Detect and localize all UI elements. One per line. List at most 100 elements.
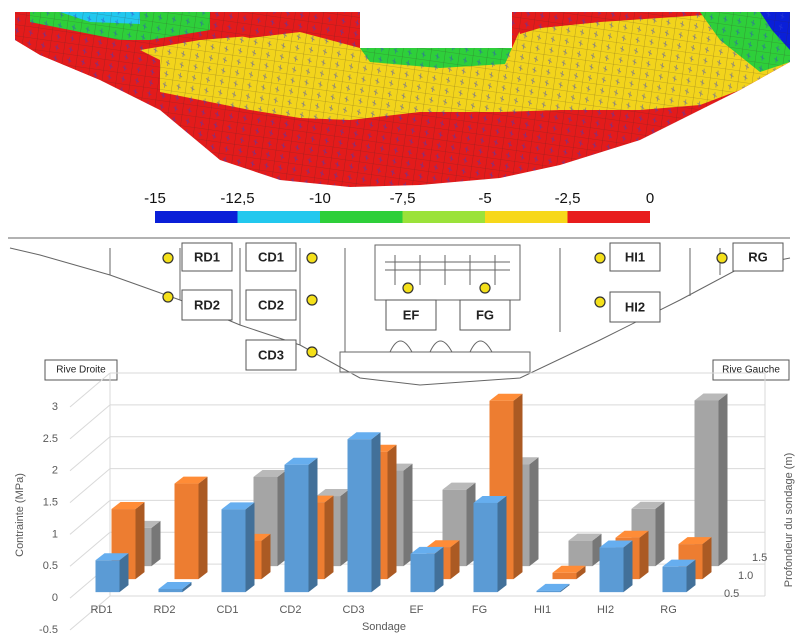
borehole-point [595, 253, 605, 263]
bar [348, 439, 372, 592]
bar-side [435, 547, 444, 592]
bar-side [498, 496, 507, 592]
colorbar-segment [568, 211, 651, 223]
grid-line [70, 437, 110, 471]
colorbar-tick-label: 0 [646, 190, 654, 207]
y-tick-label: 0 [52, 592, 58, 604]
y-tick-label: 1.5 [43, 496, 58, 508]
bar-side [514, 394, 523, 579]
bar-side [152, 521, 161, 566]
bar-side [719, 393, 728, 566]
z-axis-title: Profondeur du sondage (m) [783, 453, 795, 588]
colorbar-segment [403, 211, 486, 223]
bar [222, 509, 246, 592]
bar-side [624, 541, 633, 593]
colorbar-tick-label: -12,5 [220, 190, 254, 207]
borehole-point [307, 253, 317, 263]
bar [663, 567, 687, 592]
page: -15 -12,5 -10 -7,5 -5 -2,5 0 RD1 CD1 RG RD2 CD2 CD3… [0, 0, 796, 644]
x-tick-label: CD2 [279, 604, 301, 616]
borehole-label: HI2 [625, 299, 645, 314]
bar [285, 465, 309, 592]
bar-side [656, 502, 665, 566]
colorbar-tick-label: -10 [309, 190, 331, 207]
depth-label: 1.0 [738, 570, 753, 582]
x-tick-label: RD2 [153, 604, 175, 616]
colorbar-segment [155, 211, 238, 223]
bar [553, 573, 577, 579]
borehole-label: CD2 [258, 297, 284, 312]
bar-side [388, 445, 397, 579]
borehole-point [717, 253, 727, 263]
borehole-label: CD1 [258, 249, 284, 264]
colorbar-segment [320, 211, 403, 223]
bar-side [372, 432, 381, 592]
bar-side [199, 477, 208, 580]
bar-side [703, 537, 712, 579]
bar-side [325, 496, 334, 579]
bar [175, 484, 199, 580]
bar-top [537, 584, 570, 591]
borehole-point [163, 253, 173, 263]
bar [96, 560, 120, 592]
x-axis-title: Sondage [362, 621, 406, 633]
x-tick-label: RG [660, 604, 677, 616]
bar [474, 503, 498, 592]
borehole-point [163, 292, 173, 302]
x-tick-label: EF [409, 604, 423, 616]
grid-line [70, 405, 110, 439]
borehole-point [307, 347, 317, 357]
bar-side [136, 502, 145, 579]
colorbar: -15 -12,5 -10 -7,5 -5 -2,5 0 [144, 190, 654, 223]
x-tick-label: HI2 [597, 604, 614, 616]
bar-side [404, 464, 413, 567]
grid-line [70, 500, 110, 534]
x-tick-label: FG [472, 604, 487, 616]
colorbar-segment [485, 211, 568, 223]
grid-line [70, 469, 110, 503]
borehole-label: HI1 [625, 249, 645, 264]
x-tick-label: CD1 [216, 604, 238, 616]
colorbar-tick-label: -2,5 [555, 190, 581, 207]
bar-side [530, 457, 539, 566]
bar [569, 541, 593, 566]
bar [537, 591, 561, 592]
colorbar-tick-label: -7,5 [390, 190, 416, 207]
borehole-label: RD1 [194, 249, 220, 264]
bar-chart-3d: -0.5 0 0.5 1 1.5 2 2.5 3 RD1 RD2 CD1 CD2 CD3 EF FG HI1 H… [39, 373, 767, 636]
borehole-point [480, 283, 490, 293]
borehole-label: EF [403, 307, 420, 322]
x-tick-label: RD1 [90, 604, 112, 616]
bar [600, 548, 624, 593]
y-axis-title: Contrainte (MPa) [14, 473, 26, 557]
y-tick-label: 2 [52, 465, 58, 477]
borehole-point [595, 297, 605, 307]
bar [159, 589, 183, 592]
borehole-label: CD3 [258, 347, 284, 362]
y-tick-label: 1 [52, 528, 58, 540]
borehole-label: RD2 [194, 297, 220, 312]
bar-side [640, 531, 649, 579]
bar-side [246, 502, 255, 592]
borehole-point [307, 295, 317, 305]
y-tick-label: -0.5 [39, 624, 58, 636]
bank-label: Rive Gauche [722, 365, 780, 376]
y-tick-label: 2.5 [43, 433, 58, 445]
bar-side [262, 534, 271, 579]
depth-label: 0.5 [724, 588, 739, 600]
colorbar-segment [238, 211, 321, 223]
depth-label: 1.5 [752, 552, 767, 564]
x-tick-label: CD3 [342, 604, 364, 616]
bank-label: Rive Droite [56, 365, 106, 376]
bar [411, 554, 435, 592]
colorbar-tick-label: -5 [478, 190, 491, 207]
dam-contour [0, 0, 796, 200]
y-tick-label: 3 [52, 401, 58, 413]
colorbar-tick-label: -15 [144, 190, 166, 207]
x-tick-label: HI1 [534, 604, 551, 616]
borehole-label: FG [476, 307, 494, 322]
bar-side [309, 458, 318, 592]
borehole-point [403, 283, 413, 293]
y-tick-label: 0.5 [43, 560, 58, 572]
borehole-label: RG [748, 249, 768, 264]
